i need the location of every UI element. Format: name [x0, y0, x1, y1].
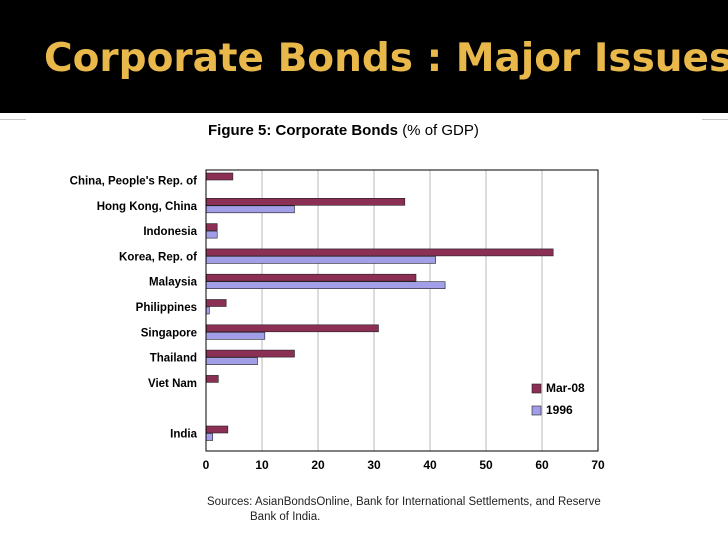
- x-tick-label: 70: [591, 458, 605, 472]
- bar-mar08: [205, 324, 379, 333]
- legend-swatch: [531, 383, 542, 394]
- figure-title-unit: (% of GDP): [402, 122, 479, 139]
- category-label: Philippines: [136, 302, 197, 314]
- legend: Mar-08 1996: [531, 381, 585, 417]
- legend-label: 1996: [546, 403, 573, 417]
- figure-title: Figure 5: Corporate Bonds (% of GDP): [208, 122, 479, 139]
- bar-1996: [205, 230, 218, 239]
- x-tick-label: 10: [255, 458, 269, 472]
- bar-1996: [205, 256, 436, 264]
- bar-1996: [205, 281, 446, 290]
- category-label: Singapore: [141, 327, 197, 339]
- divider-left: [0, 119, 26, 120]
- bar-mar08: [205, 425, 229, 434]
- category-label: Thailand: [150, 353, 197, 365]
- legend-swatch: [531, 405, 542, 416]
- bar-mar08: [205, 273, 417, 282]
- bar-mar08: [205, 172, 234, 181]
- category-label: Viet Nam: [148, 378, 197, 390]
- category-label: China, People's Rep. of: [70, 176, 198, 188]
- x-tick-labels: 0 10 20 30 40 50 60 70: [203, 458, 605, 472]
- bar-1996: [205, 306, 210, 315]
- category-label: India: [170, 429, 197, 441]
- x-tick-label: 30: [367, 458, 381, 472]
- title-bar: [0, 0, 728, 113]
- plot-frame: [205, 169, 599, 452]
- category-label: Hong Kong, China: [97, 201, 198, 213]
- sources-line-2: Bank of India.: [250, 511, 321, 523]
- bar-mar08: [205, 349, 295, 358]
- figure-title-main: Figure 5: Corporate Bonds: [208, 122, 399, 139]
- bar-mar08: [205, 248, 554, 257]
- legend-label: Mar-08: [546, 381, 585, 395]
- plot-grid: [261, 170, 543, 451]
- bar-1996: [205, 433, 214, 441]
- x-tick-label: 20: [311, 458, 325, 472]
- bar-1996: [205, 357, 258, 365]
- sources-line-1: Sources: AsianBondsOnline, Bank for Inte…: [207, 496, 601, 508]
- bar-mar08: [205, 198, 406, 206]
- category-label: Indonesia: [143, 226, 197, 238]
- bar-1996: [205, 205, 295, 214]
- slide-title: Corporate Bonds : Major Issues: [44, 36, 728, 81]
- figure-sources: Sources: AsianBondsOnline, Bank for Inte…: [207, 495, 601, 525]
- bar-1996: [205, 331, 266, 340]
- plot-bars: [205, 172, 554, 441]
- category-label: Malaysia: [149, 277, 198, 289]
- divider-right: [702, 119, 728, 120]
- x-tick-label: 40: [423, 458, 437, 472]
- category-labels: China, People's Rep. of Hong Kong, China I…: [70, 176, 198, 441]
- x-tick-label: 50: [479, 458, 493, 472]
- bar-mar08: [205, 375, 219, 383]
- x-tick-label: 0: [203, 458, 210, 472]
- bar-mar08: [205, 299, 227, 307]
- bar-mar08: [205, 223, 218, 231]
- category-label: Korea, Rep. of: [119, 251, 197, 263]
- x-tick-label: 60: [535, 458, 549, 472]
